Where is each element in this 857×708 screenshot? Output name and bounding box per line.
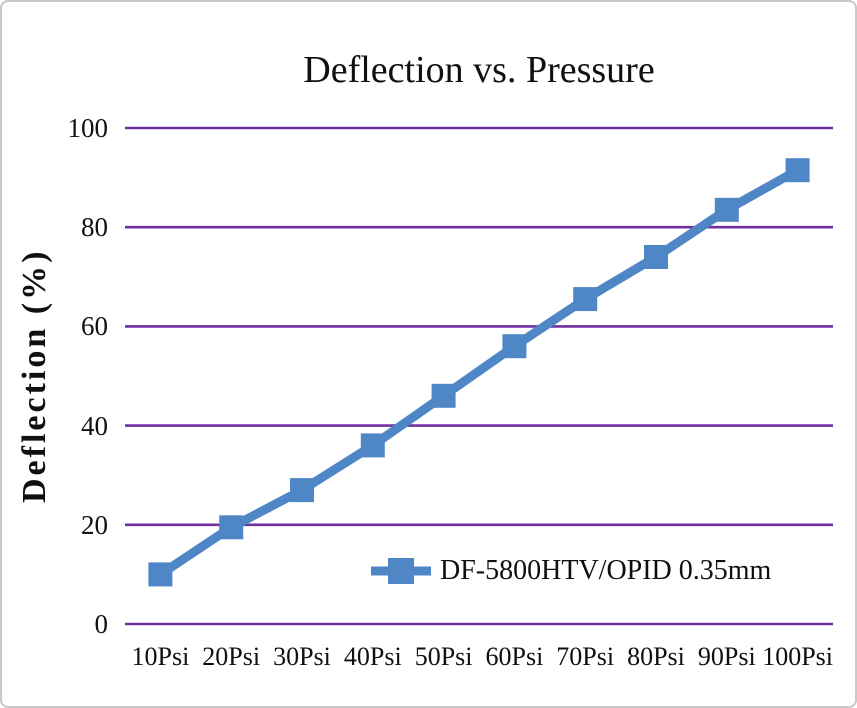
- data-point-marker: [360, 433, 385, 458]
- y-tick-label: 100: [67, 113, 109, 143]
- y-tick-label: 40: [81, 410, 108, 441]
- series-line: [155, 165, 803, 579]
- x-tick-label: 100Psi: [762, 642, 833, 671]
- legend: DF-5800HTV/OPID 0.35mm: [370, 555, 771, 587]
- data-point-marker: [148, 562, 173, 587]
- data-point-marker: [644, 245, 668, 269]
- x-tick-label: 40Psi: [343, 642, 402, 671]
- legend-line-marker-icon: [371, 558, 431, 584]
- data-point-marker: [290, 478, 314, 503]
- x-tick-label: 90Psi: [697, 642, 756, 671]
- x-tick-label: 60Psi: [485, 642, 544, 671]
- x-tick-label: 50Psi: [414, 642, 473, 671]
- x-tick-label: 70Psi: [556, 642, 615, 671]
- data-point-marker: [714, 197, 739, 222]
- data-point-marker: [573, 287, 598, 312]
- data-point-marker: [219, 515, 244, 540]
- y-tick-label: 20: [81, 509, 108, 540]
- y-tick-label: 0: [94, 609, 109, 639]
- legend-label: DF-5800HTV/OPID 0.35mm: [440, 555, 772, 586]
- y-tick-label: 60: [81, 311, 108, 342]
- x-tick-label: 10Psi: [131, 642, 190, 671]
- data-point-marker: [785, 158, 810, 183]
- x-tick-label: 30Psi: [273, 642, 331, 671]
- x-tick-label: 20Psi: [202, 642, 261, 671]
- data-point-marker: [502, 334, 527, 359]
- x-tick-label: 80Psi: [627, 642, 685, 671]
- chart-title: Deflection vs. Pressure: [303, 49, 655, 91]
- data-point-marker: [431, 383, 456, 408]
- y-tick-label: 80: [81, 212, 108, 243]
